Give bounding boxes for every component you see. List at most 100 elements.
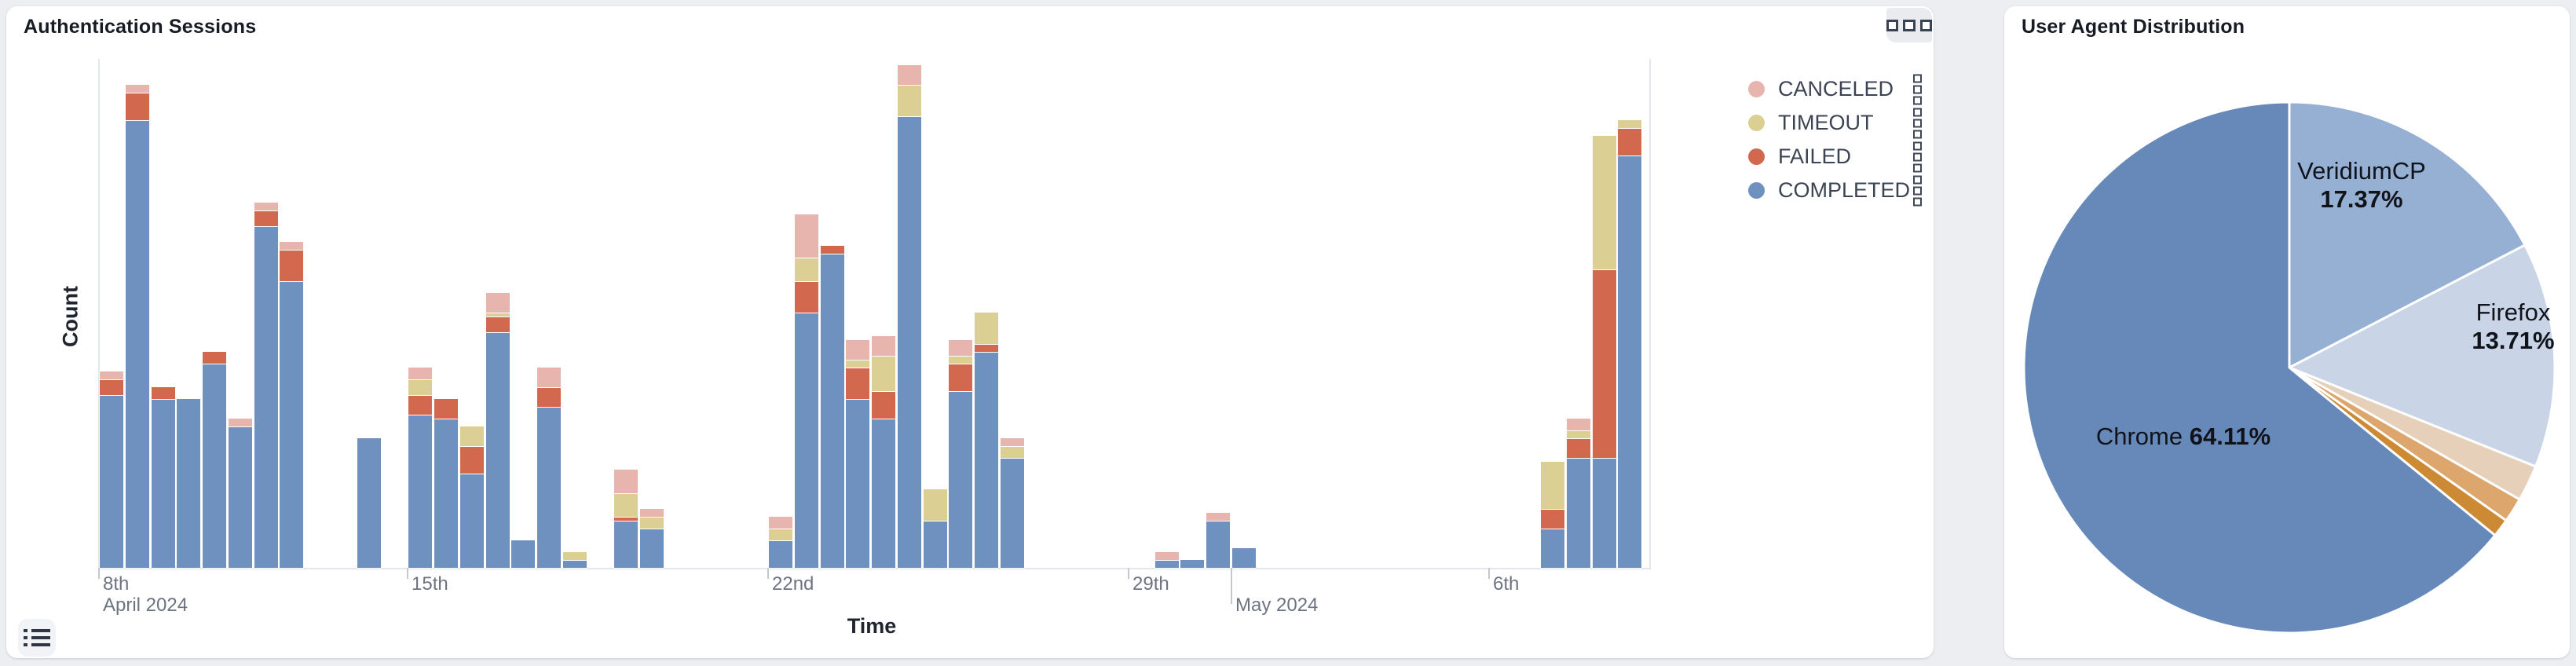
bar-segment-canceled[interactable] [254,202,279,211]
bar-segment-completed[interactable] [613,520,639,569]
bar-segment-failed[interactable] [434,398,459,419]
bar-segment-canceled[interactable] [1154,551,1180,561]
bar-segment-timeout[interactable] [1617,119,1642,129]
legend-kebab-menu-icon[interactable] [1913,175,1922,206]
bar-segment-failed[interactable] [871,390,896,419]
bar-segment-canceled[interactable] [1566,418,1591,431]
bar-segment-canceled[interactable] [845,339,870,360]
bar-segment-failed[interactable] [151,386,176,400]
bar-segment-completed[interactable] [923,520,948,569]
bar-segment-timeout[interactable] [923,489,948,521]
bar-segment-failed[interactable] [1617,127,1642,156]
bar-segment-completed[interactable] [820,253,845,569]
bar-segment-completed[interactable] [897,115,922,569]
bar-segment-timeout[interactable] [1540,461,1565,510]
bar-segment-completed[interactable] [99,394,124,569]
bar-segment-canceled[interactable] [871,335,896,357]
bar-segment-timeout[interactable] [613,492,639,518]
bar-segment-timeout[interactable] [768,528,793,541]
legend-kebab-menu-icon[interactable] [1913,141,1922,172]
bar-segment-canceled[interactable] [768,516,793,529]
bar-segment-timeout[interactable] [408,379,433,396]
bar-segment-completed[interactable] [1000,457,1025,569]
bar-segment-timeout[interactable] [485,312,510,317]
bar-segment-canceled[interactable] [1000,437,1025,447]
bar-segment-completed[interactable] [562,559,587,569]
bar-segment-completed[interactable] [794,312,819,569]
bar-segment-failed[interactable] [202,351,227,364]
bar-segment-completed[interactable] [279,280,304,569]
bar-segment-failed[interactable] [485,316,510,333]
bar-segment-timeout[interactable] [845,359,870,368]
bar-segment-completed[interactable] [1566,457,1591,569]
bar-segment-completed[interactable] [845,398,870,569]
panel-menu-button[interactable] [1886,8,1932,42]
bar-segment-canceled[interactable] [279,241,304,251]
bar-segment-failed[interactable] [845,367,870,400]
bar-segment-failed[interactable] [1566,437,1591,459]
bar-segment-failed[interactable] [254,210,279,227]
bar-segment-completed[interactable] [536,406,562,569]
bar-segment-completed[interactable] [485,331,510,569]
bar-segment-failed[interactable] [794,280,819,313]
bar-segment-completed[interactable] [639,528,664,569]
pie-slice-Chrome[interactable] [2022,101,2497,635]
bar-segment-completed[interactable] [510,540,536,569]
bar-segment-completed[interactable] [434,418,459,569]
bar-segment-canceled[interactable] [794,214,819,258]
bar-segment-canceled[interactable] [1206,512,1231,521]
bar-segment-timeout[interactable] [794,257,819,282]
legend-kebab-menu-icon[interactable] [1913,74,1922,104]
bar-segment-failed[interactable] [99,379,124,396]
legend-item-completed[interactable]: COMPLETED [1742,174,1930,207]
bar-segment-completed[interactable] [1540,528,1565,569]
bar-segment-completed[interactable] [408,414,433,569]
bar-segment-failed[interactable] [279,249,304,282]
bar-segment-completed[interactable] [948,390,973,569]
bar-segment-completed[interactable] [1617,155,1642,569]
bar-segment-timeout[interactable] [639,516,664,529]
bar-segment-failed[interactable] [536,386,562,408]
bar-segment-timeout[interactable] [1566,430,1591,439]
bar-segment-completed[interactable] [228,426,253,569]
legend-item-failed[interactable]: FAILED [1742,140,1930,174]
bar-segment-completed[interactable] [1231,547,1257,569]
bar-segment-completed[interactable] [176,398,201,569]
legend-item-canceled[interactable]: CANCELED [1742,72,1930,106]
bar-segment-timeout[interactable] [871,355,896,392]
bar-segment-canceled[interactable] [897,64,922,86]
bar-segment-completed[interactable] [459,473,485,569]
bar-segment-timeout[interactable] [1000,445,1025,459]
pie-slice-VeridiumCP[interactable] [2288,101,2527,369]
bar-segment-completed[interactable] [357,437,382,569]
bar-segment-completed[interactable] [974,351,999,569]
bar-segment-timeout[interactable] [974,312,999,345]
bar-segment-failed[interactable] [125,92,150,121]
bar-segment-canceled[interactable] [99,371,124,380]
bar-segment-canceled[interactable] [228,418,253,427]
bar-segment-failed[interactable] [408,394,433,415]
bar-segment-timeout[interactable] [459,426,485,447]
bar-segment-completed[interactable] [1180,559,1205,569]
bar-segment-completed[interactable] [254,225,279,569]
bar-segment-failed[interactable] [459,445,485,474]
legend-kebab-menu-icon[interactable] [1913,108,1922,138]
bar-segment-completed[interactable] [1154,559,1180,569]
bar-segment-failed[interactable] [1592,269,1617,459]
bar-segment-completed[interactable] [1206,520,1231,569]
legend-item-timeout[interactable]: TIMEOUT [1742,106,1930,140]
bar-segment-timeout[interactable] [1592,135,1617,270]
bar-segment-canceled[interactable] [408,367,433,380]
pie-slice-Firefox[interactable] [2288,243,2556,468]
bar-segment-completed[interactable] [202,363,227,569]
bar-segment-canceled[interactable] [948,339,973,357]
bar-segment-canceled[interactable] [613,469,639,494]
bar-segment-completed[interactable] [151,398,176,569]
bar-segment-failed[interactable] [948,363,973,392]
bar-segment-canceled[interactable] [639,508,664,518]
bar-segment-canceled[interactable] [485,292,510,313]
bar-segment-canceled[interactable] [125,84,150,93]
bar-segment-timeout[interactable] [948,355,973,364]
bar-segment-completed[interactable] [125,119,150,569]
bar-segment-canceled[interactable] [536,367,562,388]
